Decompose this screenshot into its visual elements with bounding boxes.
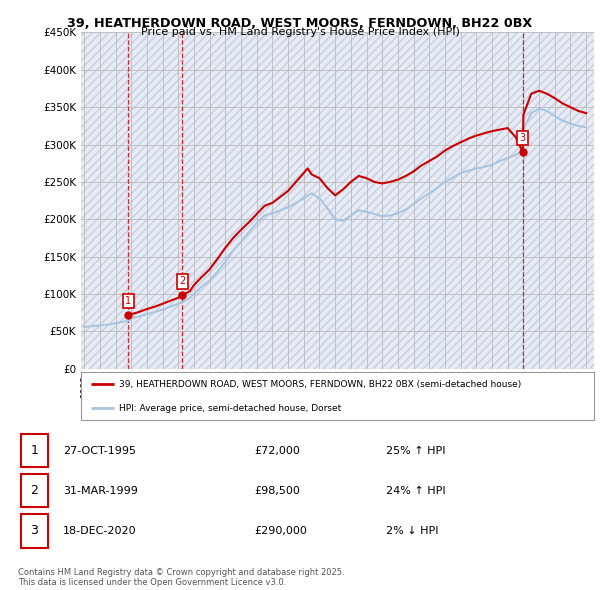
Text: 1: 1 (125, 296, 131, 306)
Text: 31-MAR-1999: 31-MAR-1999 (62, 486, 137, 496)
FancyBboxPatch shape (20, 514, 48, 548)
Text: HPI: Average price, semi-detached house, Dorset: HPI: Average price, semi-detached house,… (119, 404, 342, 413)
Text: 2: 2 (179, 276, 185, 286)
Text: Contains HM Land Registry data © Crown copyright and database right 2025.
This d: Contains HM Land Registry data © Crown c… (18, 568, 344, 587)
Text: 2% ↓ HPI: 2% ↓ HPI (386, 526, 439, 536)
Text: £72,000: £72,000 (254, 446, 300, 455)
Text: £98,500: £98,500 (254, 486, 300, 496)
FancyBboxPatch shape (20, 474, 48, 507)
Text: 39, HEATHERDOWN ROAD, WEST MOORS, FERNDOWN, BH22 0BX (semi-detached house): 39, HEATHERDOWN ROAD, WEST MOORS, FERNDO… (119, 380, 522, 389)
Text: £290,000: £290,000 (254, 526, 307, 536)
Text: 3: 3 (520, 133, 526, 143)
Text: 27-OCT-1995: 27-OCT-1995 (62, 446, 136, 455)
Text: Price paid vs. HM Land Registry's House Price Index (HPI): Price paid vs. HM Land Registry's House … (140, 27, 460, 37)
Text: 39, HEATHERDOWN ROAD, WEST MOORS, FERNDOWN, BH22 0BX: 39, HEATHERDOWN ROAD, WEST MOORS, FERNDO… (67, 17, 533, 30)
Text: 2: 2 (31, 484, 38, 497)
Text: 18-DEC-2020: 18-DEC-2020 (62, 526, 136, 536)
Text: 25% ↑ HPI: 25% ↑ HPI (386, 446, 446, 455)
Text: 3: 3 (31, 525, 38, 537)
FancyBboxPatch shape (20, 434, 48, 467)
Text: 24% ↑ HPI: 24% ↑ HPI (386, 486, 446, 496)
Text: 1: 1 (31, 444, 38, 457)
